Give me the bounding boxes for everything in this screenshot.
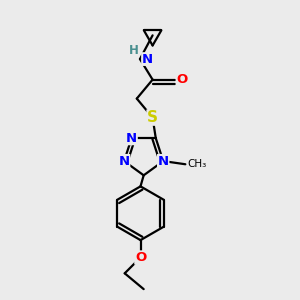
Text: N: N	[142, 52, 153, 66]
Text: N: N	[158, 154, 169, 168]
Text: N: N	[126, 132, 137, 145]
Text: S: S	[147, 110, 158, 125]
Text: H: H	[128, 44, 138, 58]
Text: O: O	[135, 251, 146, 264]
Text: CH₃: CH₃	[187, 159, 206, 169]
Text: O: O	[176, 73, 188, 86]
Text: N: N	[118, 154, 130, 168]
